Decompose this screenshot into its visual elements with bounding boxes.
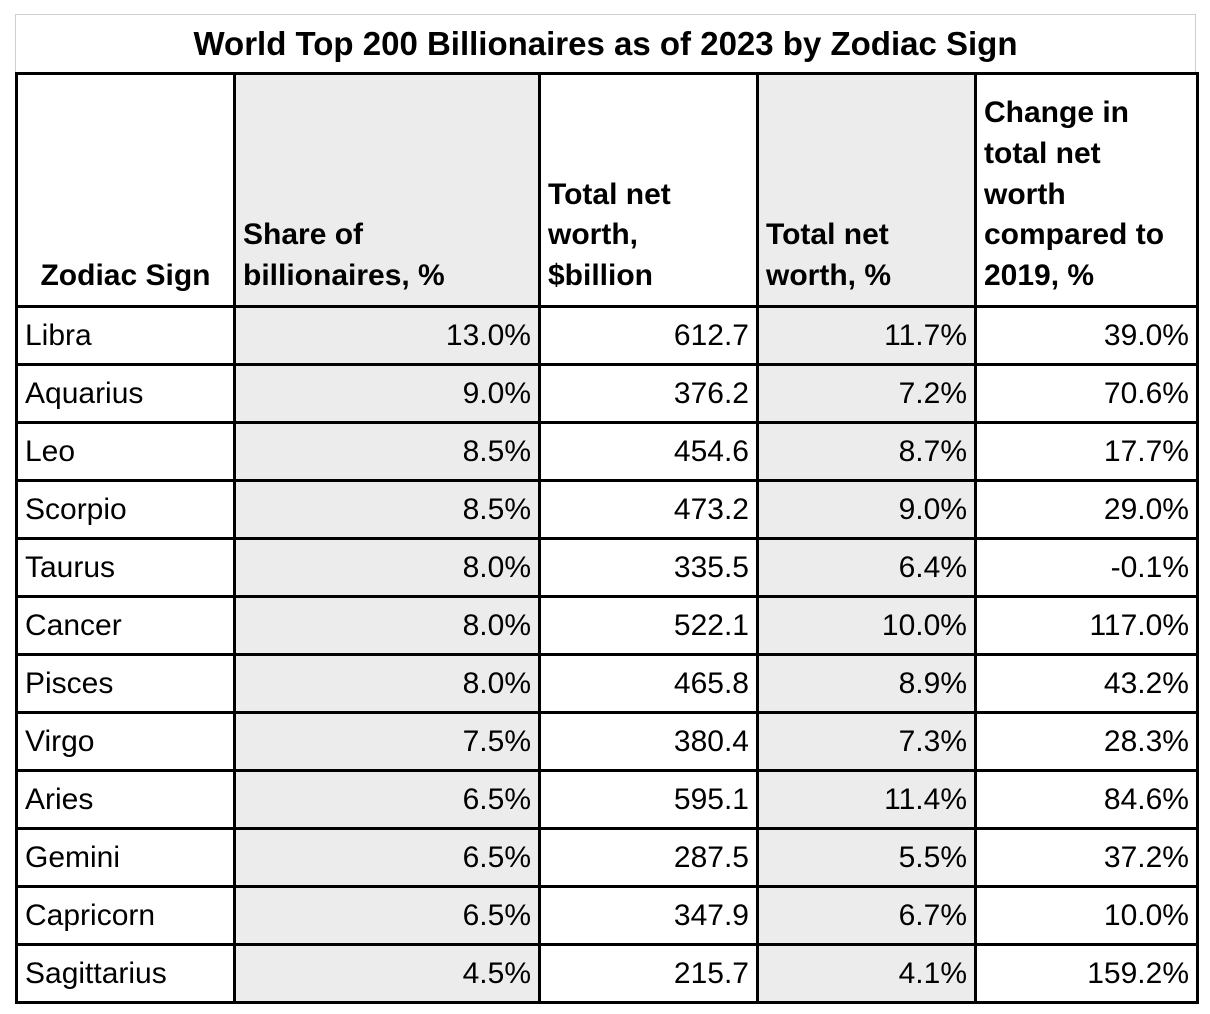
cell-change-vs-2019: 84.6% — [974, 769, 1199, 830]
cell-change-vs-2019: 70.6% — [974, 363, 1199, 424]
cell-share-of-billionaires: 8.5% — [233, 479, 541, 540]
table-row: Libra 13.0% 612.7 11.7% 39.0% — [15, 305, 1199, 366]
cell-zodiac-sign: Cancer — [15, 595, 236, 656]
cell-zodiac-sign: Virgo — [15, 711, 236, 772]
cell-change-vs-2019: 39.0% — [974, 305, 1199, 366]
column-header-total-net-worth-billion: Total net worth, $billion — [538, 72, 759, 308]
cell-total-net-worth-pct: 5.5% — [756, 827, 977, 888]
cell-total-net-worth-billion: 465.8 — [538, 653, 759, 714]
table-title: World Top 200 Billionaires as of 2023 by… — [15, 14, 1196, 72]
cell-zodiac-sign: Sagittarius — [15, 943, 236, 1004]
cell-total-net-worth-billion: 612.7 — [538, 305, 759, 366]
cell-change-vs-2019: 37.2% — [974, 827, 1199, 888]
cell-change-vs-2019: 17.7% — [974, 421, 1199, 482]
cell-change-vs-2019: 43.2% — [974, 653, 1199, 714]
cell-total-net-worth-pct: 8.9% — [756, 653, 977, 714]
cell-total-net-worth-billion: 376.2 — [538, 363, 759, 424]
cell-total-net-worth-billion: 335.5 — [538, 537, 759, 598]
table-row: Taurus 8.0% 335.5 6.4% -0.1% — [15, 537, 1199, 598]
table-row: Capricorn 6.5% 347.9 6.7% 10.0% — [15, 885, 1199, 946]
cell-total-net-worth-pct: 11.7% — [756, 305, 977, 366]
table-row: Leo 8.5% 454.6 8.7% 17.7% — [15, 421, 1199, 482]
cell-total-net-worth-billion: 595.1 — [538, 769, 759, 830]
cell-share-of-billionaires: 8.0% — [233, 595, 541, 656]
cell-zodiac-sign: Aries — [15, 769, 236, 830]
table-row: Aquarius 9.0% 376.2 7.2% 70.6% — [15, 363, 1199, 424]
cell-share-of-billionaires: 8.0% — [233, 537, 541, 598]
cell-total-net-worth-billion: 347.9 — [538, 885, 759, 946]
cell-total-net-worth-pct: 9.0% — [756, 479, 977, 540]
cell-total-net-worth-billion: 454.6 — [538, 421, 759, 482]
cell-share-of-billionaires: 13.0% — [233, 305, 541, 366]
cell-change-vs-2019: 10.0% — [974, 885, 1199, 946]
cell-total-net-worth-billion: 215.7 — [538, 943, 759, 1004]
column-header-change-vs-2019: Change in total net worth compared to 20… — [974, 72, 1199, 308]
cell-zodiac-sign: Capricorn — [15, 885, 236, 946]
cell-zodiac-sign: Gemini — [15, 827, 236, 888]
cell-zodiac-sign: Pisces — [15, 653, 236, 714]
column-header-share-of-billionaires: Share of billionaires, % — [233, 72, 541, 308]
table-row: Pisces 8.0% 465.8 8.9% 43.2% — [15, 653, 1199, 714]
cell-change-vs-2019: 28.3% — [974, 711, 1199, 772]
cell-change-vs-2019: 29.0% — [974, 479, 1199, 540]
column-header-total-net-worth-pct: Total net worth, % — [756, 72, 977, 308]
cell-share-of-billionaires: 6.5% — [233, 769, 541, 830]
table-row: Virgo 7.5% 380.4 7.3% 28.3% — [15, 711, 1199, 772]
table-row: Sagittarius 4.5% 215.7 4.1% 159.2% — [15, 943, 1199, 1004]
cell-total-net-worth-billion: 473.2 — [538, 479, 759, 540]
cell-share-of-billionaires: 7.5% — [233, 711, 541, 772]
cell-total-net-worth-billion: 522.1 — [538, 595, 759, 656]
cell-share-of-billionaires: 8.0% — [233, 653, 541, 714]
cell-total-net-worth-pct: 8.7% — [756, 421, 977, 482]
cell-total-net-worth-pct: 6.4% — [756, 537, 977, 598]
cell-share-of-billionaires: 6.5% — [233, 885, 541, 946]
cell-total-net-worth-pct: 7.2% — [756, 363, 977, 424]
table-row: Aries 6.5% 595.1 11.4% 84.6% — [15, 769, 1199, 830]
cell-change-vs-2019: 117.0% — [974, 595, 1199, 656]
cell-share-of-billionaires: 6.5% — [233, 827, 541, 888]
cell-total-net-worth-pct: 10.0% — [756, 595, 977, 656]
cell-share-of-billionaires: 9.0% — [233, 363, 541, 424]
table-header-row: Zodiac Sign Share of billionaires, % Total… — [15, 72, 1199, 308]
cell-change-vs-2019: -0.1% — [974, 537, 1199, 598]
cell-total-net-worth-pct: 4.1% — [756, 943, 977, 1004]
cell-total-net-worth-pct: 6.7% — [756, 885, 977, 946]
cell-zodiac-sign: Aquarius — [15, 363, 236, 424]
cell-zodiac-sign: Leo — [15, 421, 236, 482]
billionaires-zodiac-table-container: World Top 200 Billionaires as of 2023 by… — [15, 14, 1199, 1004]
cell-zodiac-sign: Scorpio — [15, 479, 236, 540]
cell-total-net-worth-pct: 11.4% — [756, 769, 977, 830]
cell-total-net-worth-pct: 7.3% — [756, 711, 977, 772]
cell-share-of-billionaires: 4.5% — [233, 943, 541, 1004]
cell-change-vs-2019: 159.2% — [974, 943, 1199, 1004]
cell-zodiac-sign: Taurus — [15, 537, 236, 598]
column-header-zodiac-sign: Zodiac Sign — [15, 72, 236, 308]
table-row: Cancer 8.0% 522.1 10.0% 117.0% — [15, 595, 1199, 656]
table-row: Scorpio 8.5% 473.2 9.0% 29.0% — [15, 479, 1199, 540]
table-row: Gemini 6.5% 287.5 5.5% 37.2% — [15, 827, 1199, 888]
cell-total-net-worth-billion: 287.5 — [538, 827, 759, 888]
zodiac-data-table: Zodiac Sign Share of billionaires, % Total… — [15, 72, 1199, 1004]
cell-share-of-billionaires: 8.5% — [233, 421, 541, 482]
cell-total-net-worth-billion: 380.4 — [538, 711, 759, 772]
cell-zodiac-sign: Libra — [15, 305, 236, 366]
